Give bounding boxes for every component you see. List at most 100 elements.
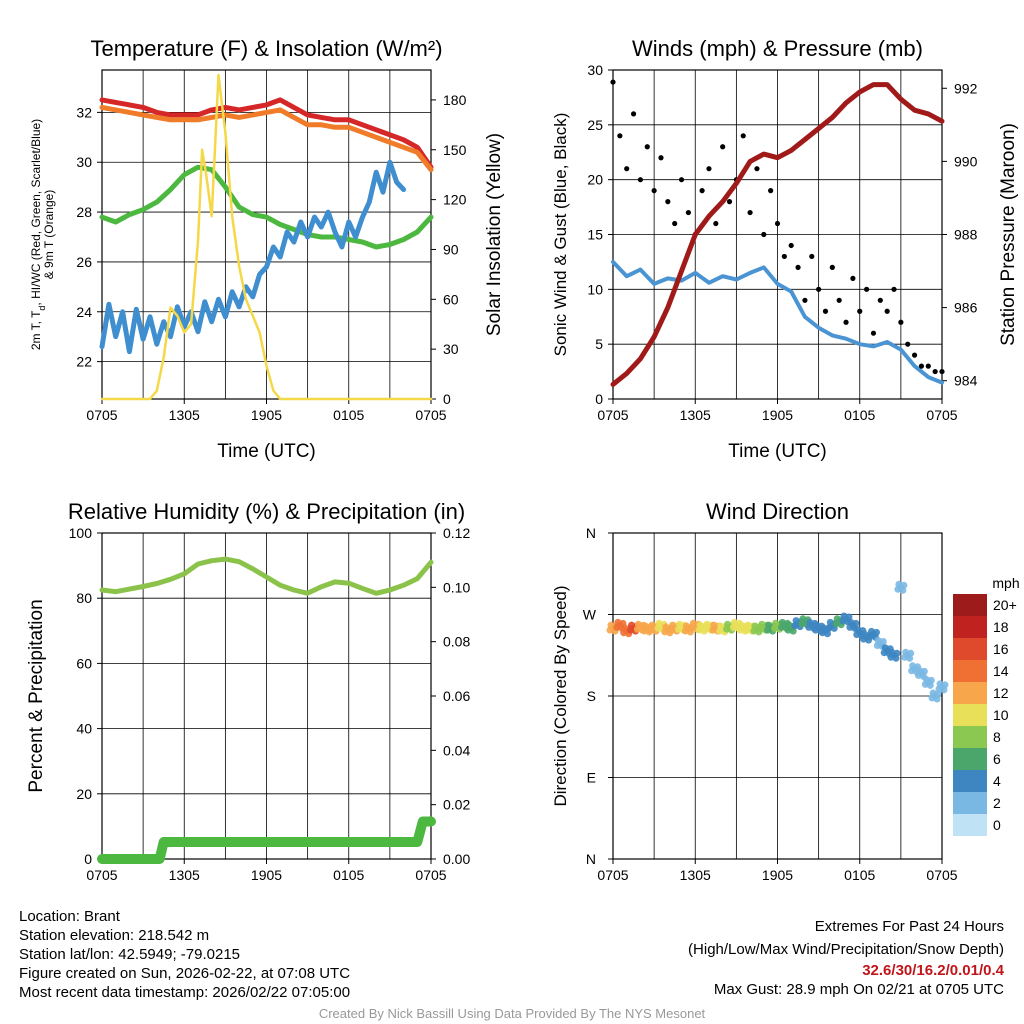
created-text: Figure created on Sun, 2026-02-22, at 07… bbox=[19, 965, 351, 982]
winds-gust-point bbox=[665, 199, 671, 205]
rh-y2tick-label: 0.12 bbox=[443, 525, 470, 541]
rh-ytick-label: 60 bbox=[76, 655, 92, 671]
temp-ylabel: 2m T, Td, HI/WC (Red, Green, Scarlet/Blu… bbox=[29, 119, 56, 350]
rh-y2tick-label: 0.02 bbox=[443, 797, 470, 813]
temp-series-hi-wc bbox=[99, 159, 407, 355]
wdir-point bbox=[895, 580, 903, 588]
wdir-legend-swatch bbox=[953, 748, 987, 770]
wdir-point bbox=[933, 695, 941, 703]
wdir-point bbox=[799, 615, 807, 623]
wdir-point bbox=[840, 612, 848, 620]
wdir-point bbox=[758, 620, 766, 628]
winds-gust-point bbox=[644, 144, 650, 150]
wdir-legend-label: 6 bbox=[993, 751, 1001, 767]
rh-series-precipitation bbox=[97, 816, 436, 864]
wdir-point bbox=[813, 621, 821, 629]
wdir-legend-swatch bbox=[953, 770, 987, 792]
winds-xtick-label: 1305 bbox=[680, 407, 711, 423]
winds-gust-point bbox=[726, 199, 733, 205]
temp-ytick-label: 24 bbox=[76, 304, 92, 320]
winds-ytick-label: 10 bbox=[587, 281, 603, 297]
winds-y2tick-label: 992 bbox=[954, 80, 978, 96]
winds-gust-point bbox=[637, 177, 644, 183]
winds-gust-point bbox=[699, 188, 705, 194]
temp-ytick-label: 26 bbox=[76, 254, 92, 270]
wdir-point bbox=[902, 648, 910, 656]
winds-gust-point bbox=[706, 166, 712, 172]
extremes-title: Extremes For Past 24 Hours bbox=[814, 918, 1004, 935]
winds-gust-point bbox=[843, 319, 849, 325]
temp-y2tick-label: 0 bbox=[443, 391, 451, 407]
temp-ytick-label: 30 bbox=[76, 154, 92, 170]
wdir-point bbox=[703, 620, 711, 628]
rh-frame bbox=[101, 532, 432, 860]
wdir-point bbox=[710, 621, 718, 629]
wdir-point bbox=[737, 621, 745, 629]
winds-series-station-pressure bbox=[610, 82, 945, 387]
wdir-xtick-label: 0105 bbox=[844, 867, 875, 883]
winds-gust-point bbox=[685, 209, 691, 216]
wdir-point bbox=[744, 621, 752, 629]
rh-xtick-label: 1905 bbox=[251, 867, 282, 883]
extremes-info: Extremes For Past 24 Hours (High/Low/Max… bbox=[688, 917, 1004, 999]
wdir-point bbox=[824, 630, 831, 638]
winds-gust-point bbox=[617, 133, 623, 139]
station-info: Location: Brant Station elevation: 218.5… bbox=[19, 907, 350, 1002]
winds-gust-point bbox=[822, 308, 829, 314]
winds-xlabel: Time (UTC) bbox=[728, 441, 827, 462]
wdir-ytick-label: W bbox=[583, 607, 597, 623]
winds-gust-point bbox=[672, 220, 678, 227]
winds-gust-point bbox=[884, 308, 890, 314]
winds-title: Winds (mph) & Pressure (mb) bbox=[632, 36, 923, 61]
wdir-point bbox=[820, 624, 827, 632]
temp-xtick-label: 0105 bbox=[333, 407, 364, 423]
winds-gust-point bbox=[939, 368, 945, 375]
rh-ytick-label: 20 bbox=[76, 786, 92, 802]
rh-ylabel-text: Percent & Precipitation bbox=[26, 599, 47, 792]
wdir-point bbox=[765, 621, 773, 629]
winds-xtick-label: 0105 bbox=[844, 407, 875, 423]
winds-gust-point bbox=[905, 341, 911, 347]
temp-y2label-text: Solar Insolation (Yellow) bbox=[484, 133, 505, 336]
winds-xtick-label: 0705 bbox=[926, 407, 957, 423]
winds-xtick-label: 0705 bbox=[597, 407, 628, 423]
temp-series-solar-insolation bbox=[100, 73, 433, 401]
wdir-point bbox=[929, 689, 937, 697]
temp-y2tick-label: 120 bbox=[443, 192, 467, 208]
wdir-xtick-label: 0705 bbox=[597, 867, 628, 883]
winds-series-sonic-wind bbox=[611, 259, 944, 385]
wdir-point bbox=[628, 621, 636, 629]
wdir-point bbox=[833, 615, 841, 623]
temp-ytick-label: 22 bbox=[76, 354, 92, 370]
winds-y2tick-label: 984 bbox=[954, 373, 978, 389]
rh-y2tick-label: 0.10 bbox=[443, 579, 470, 595]
wdir-point bbox=[730, 618, 738, 626]
wdir-ylabel: Direction (Colored By Speed) bbox=[551, 585, 570, 806]
wdir-ytick-label: N bbox=[586, 851, 596, 867]
temp-ylabel-line2: & 9m T (Orange) bbox=[42, 190, 56, 280]
wdir-legend-swatch bbox=[953, 660, 987, 682]
winds-gust-point bbox=[754, 166, 760, 172]
winds-gust-point bbox=[747, 209, 753, 216]
rh-series-relative-humidity bbox=[99, 556, 434, 596]
wdir-legend-swatch bbox=[953, 726, 987, 748]
wdir-point bbox=[772, 619, 779, 627]
winds-gust-point bbox=[761, 231, 767, 238]
winds-ylabel-text: Sonic Wind & Gust (Blue, Black) bbox=[551, 113, 570, 357]
wdir-point bbox=[717, 622, 725, 630]
wdir-legend-label: 2 bbox=[993, 795, 1001, 811]
wdir-point bbox=[892, 654, 900, 662]
wdir-legend-label: 14 bbox=[993, 663, 1009, 679]
extremes-values: 32.6/30/16.2/0.01/0.4 bbox=[862, 962, 1004, 979]
wdir-point bbox=[785, 621, 793, 629]
wdir-point bbox=[682, 622, 690, 630]
rh-xtick-label: 1305 bbox=[169, 867, 200, 883]
wdir-point bbox=[607, 621, 615, 629]
wdir-point bbox=[676, 620, 683, 628]
winds-gust-point bbox=[651, 188, 657, 194]
wdir-point bbox=[922, 675, 930, 683]
wdir-point bbox=[662, 623, 670, 631]
temp-y2tick-label: 180 bbox=[443, 92, 467, 108]
temp-series-dewpoint bbox=[99, 164, 434, 250]
wdir-point bbox=[792, 617, 800, 625]
